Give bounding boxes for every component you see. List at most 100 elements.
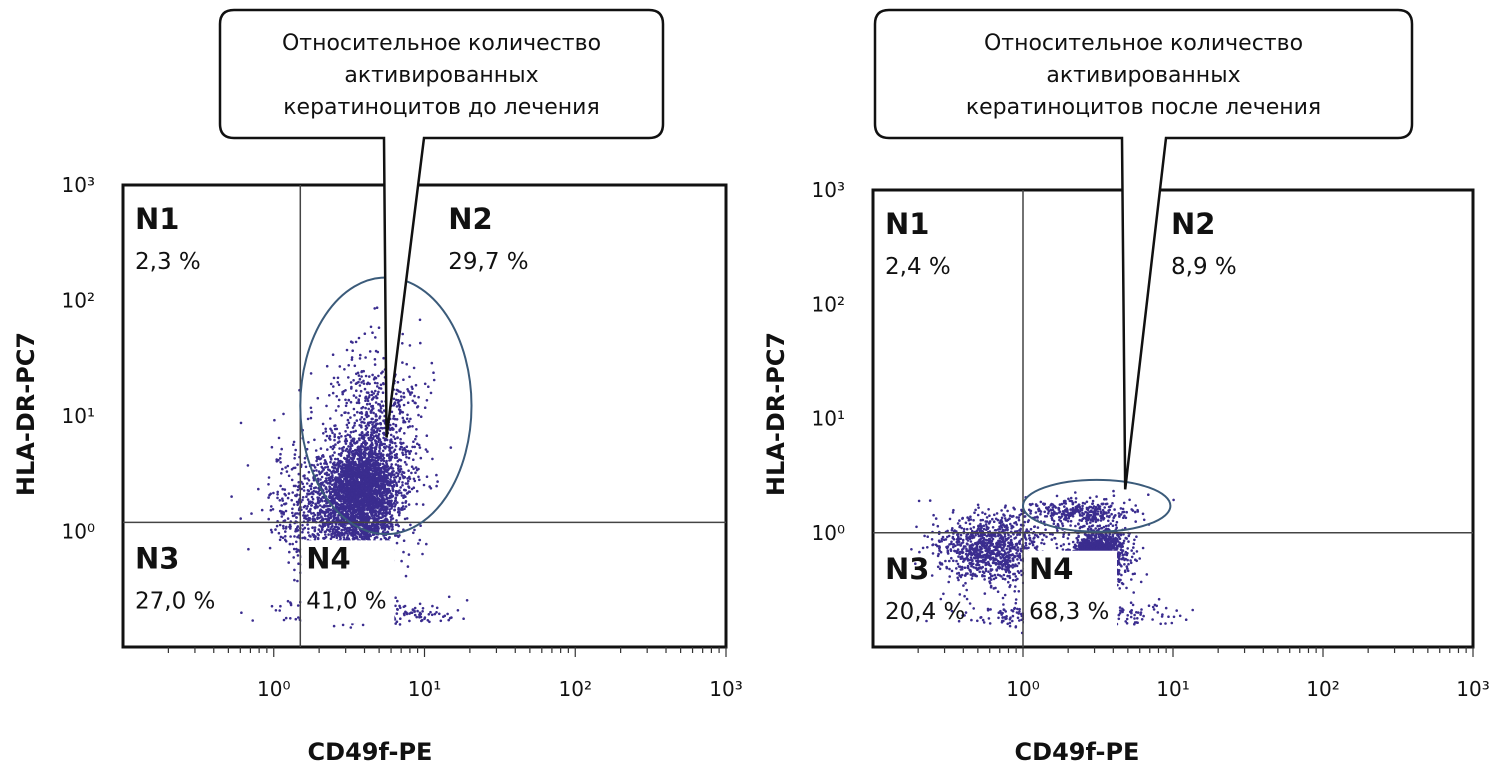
event-point: [367, 492, 371, 496]
event-point: [1003, 532, 1007, 536]
event-point: [418, 318, 422, 322]
event-point: [344, 487, 348, 491]
event-point: [421, 552, 424, 556]
event-point: [389, 438, 393, 441]
event-point: [374, 401, 378, 404]
event-point: [416, 609, 419, 613]
event-point: [968, 522, 972, 526]
event-point: [276, 490, 280, 494]
event-point: [316, 396, 320, 400]
event-point: [406, 491, 409, 495]
event-point: [936, 565, 940, 569]
event-point: [928, 499, 932, 502]
event-point: [279, 604, 282, 608]
event-point: [345, 531, 349, 535]
event-point: [329, 515, 333, 518]
event-point: [408, 425, 412, 428]
event-point: [381, 404, 385, 408]
event-point: [351, 460, 354, 464]
event-point: [398, 510, 401, 514]
event-point: [286, 464, 290, 468]
event-point: [379, 454, 383, 457]
event-point: [385, 490, 389, 494]
event-point: [948, 575, 951, 578]
event-point: [393, 441, 397, 445]
event-point: [412, 477, 416, 481]
event-point: [1003, 593, 1007, 597]
event-point: [363, 503, 366, 506]
event-point: [358, 384, 362, 387]
event-point: [417, 475, 420, 479]
event-point: [407, 479, 410, 483]
quadrant-name: N4: [306, 541, 350, 575]
event-point: [375, 306, 379, 310]
event-point: [396, 599, 399, 603]
event-point: [358, 357, 362, 360]
event-point: [278, 509, 282, 513]
event-point: [447, 618, 451, 622]
event-point: [1024, 541, 1028, 545]
event-point: [359, 424, 363, 428]
event-point: [396, 474, 400, 478]
event-point: [353, 454, 357, 457]
event-point: [395, 484, 399, 488]
event-point: [283, 502, 287, 506]
event-point: [378, 386, 381, 390]
event-point: [385, 513, 388, 516]
event-point: [286, 599, 290, 603]
x-tick-label: 10⁰: [257, 677, 290, 701]
event-point: [301, 530, 304, 534]
event-point: [394, 622, 398, 625]
event-point: [352, 450, 355, 453]
event-point: [372, 498, 376, 501]
event-point: [368, 438, 371, 442]
event-point: [270, 505, 273, 508]
event-point: [399, 486, 403, 489]
event-point: [333, 433, 337, 436]
event-point: [389, 515, 393, 519]
event-point: [282, 527, 285, 530]
event-point: [413, 613, 417, 617]
event-point: [325, 404, 328, 408]
event-point: [962, 560, 965, 563]
event-point: [340, 517, 344, 521]
event-point: [314, 503, 318, 507]
event-point: [358, 394, 362, 398]
event-point: [379, 487, 383, 491]
event-point: [362, 489, 366, 493]
event-point: [395, 541, 399, 545]
event-point: [319, 530, 322, 533]
event-point: [372, 392, 376, 395]
event-point: [393, 473, 396, 477]
event-point: [332, 478, 335, 482]
event-point: [364, 399, 367, 403]
event-point: [396, 380, 400, 384]
event-point: [326, 504, 329, 508]
event-point: [279, 461, 282, 464]
event-point: [389, 478, 392, 481]
event-point: [395, 493, 399, 497]
event-point: [366, 399, 370, 403]
event-point: [328, 394, 331, 397]
event-point: [370, 393, 374, 397]
event-point: [297, 562, 300, 565]
event-point: [348, 448, 352, 451]
event-point: [350, 525, 354, 528]
event-point: [344, 481, 348, 485]
event-point: [331, 494, 335, 498]
event-point: [335, 516, 339, 520]
event-point: [417, 395, 420, 399]
event-point: [323, 479, 327, 483]
event-point: [319, 483, 323, 486]
event-point: [383, 478, 387, 482]
event-point: [405, 417, 409, 421]
event-point: [395, 431, 398, 434]
event-point: [357, 437, 361, 440]
event-point: [239, 421, 243, 425]
event-point: [270, 604, 274, 608]
event-point: [336, 532, 340, 535]
event-point: [397, 467, 400, 470]
event-point: [376, 429, 379, 432]
event-point: [289, 601, 292, 604]
event-point: [279, 452, 282, 456]
